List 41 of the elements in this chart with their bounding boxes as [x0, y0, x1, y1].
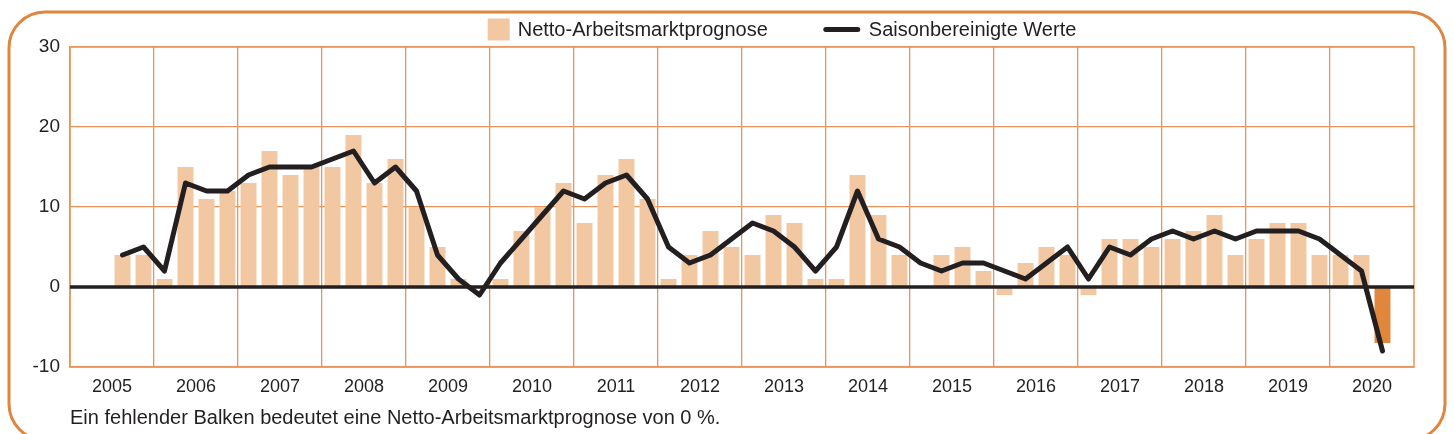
bar — [1248, 239, 1265, 287]
y-tick-label: 10 — [38, 195, 60, 217]
x-tick-label: 2008 — [343, 375, 385, 396]
x-tick-label: 2018 — [1183, 375, 1225, 396]
x-tick-label: 2020 — [1351, 375, 1393, 396]
legend-label: Netto-Arbeitsmarktprognose — [517, 18, 768, 41]
y-tick-label: 30 — [38, 35, 60, 57]
bar — [1164, 239, 1181, 287]
y-tick-label: 0 — [49, 275, 60, 297]
x-tick-label: 2015 — [931, 375, 973, 396]
y-tick-label: 20 — [38, 115, 60, 137]
bar — [303, 167, 320, 287]
x-tick-label: 2009 — [427, 375, 469, 396]
x-tick-label: 2011 — [596, 375, 636, 396]
bar — [219, 191, 236, 287]
text: Ein fehlender Balken bedeutet eine Netto-Arbeitsmarktprognose von 0 %. — [70, 405, 721, 428]
x-tick-label: 2007 — [259, 375, 301, 396]
x-tick-label: 2010 — [511, 375, 553, 396]
bar — [282, 175, 299, 287]
bar — [366, 183, 383, 287]
bar — [240, 183, 257, 287]
bar — [324, 167, 341, 287]
bar — [198, 199, 215, 287]
bar — [891, 255, 908, 287]
x-tick-label: 2013 — [763, 375, 805, 396]
x-tick-label: 2016 — [1015, 375, 1057, 396]
x-tick-label: 2012 — [679, 375, 721, 396]
legend-label: Saisonbereinigte Werte — [868, 18, 1077, 41]
x-tick-label: 2017 — [1099, 375, 1141, 396]
bar — [408, 207, 425, 287]
bar — [723, 247, 740, 287]
bar — [1143, 247, 1160, 287]
y-tick-label: -10 — [32, 355, 60, 377]
x-tick-label: 2005 — [91, 375, 133, 396]
x-tick-label: 2019 — [1267, 375, 1309, 396]
x-tick-label: 2006 — [175, 375, 217, 396]
x-tick-label: 2014 — [847, 375, 889, 396]
bar — [1227, 255, 1244, 287]
bar — [576, 223, 593, 287]
bar — [1311, 255, 1328, 287]
bar — [744, 255, 761, 287]
